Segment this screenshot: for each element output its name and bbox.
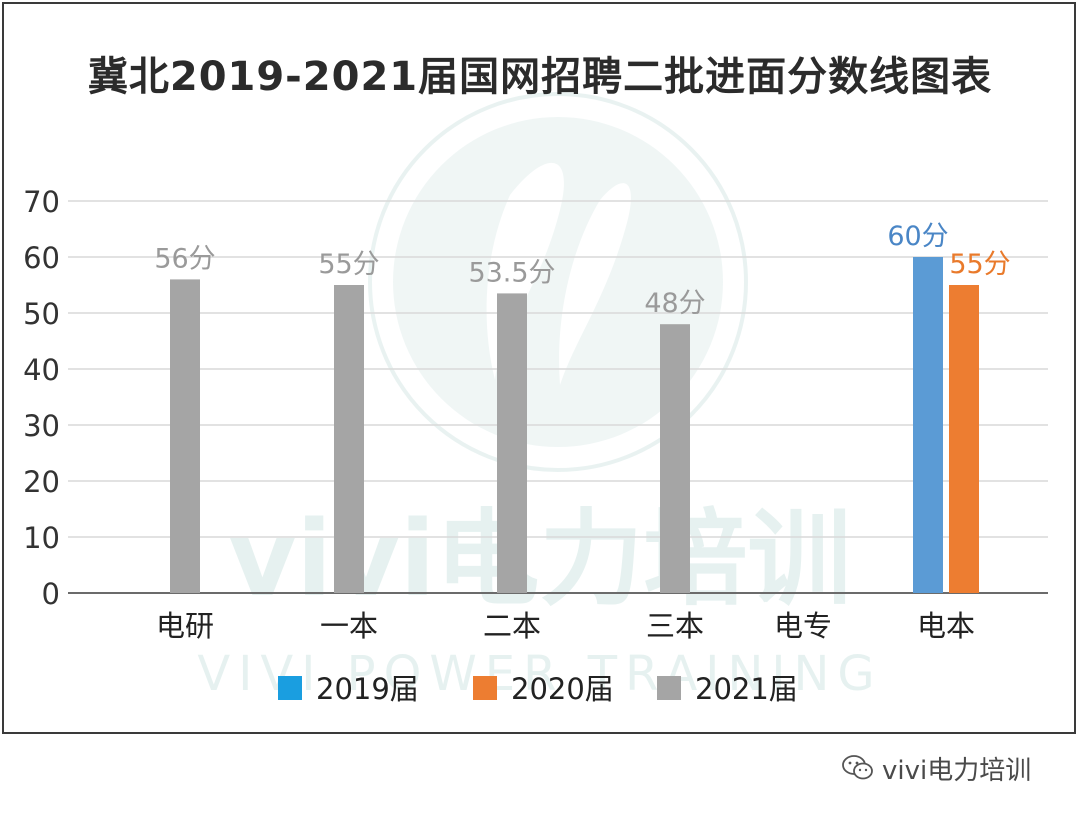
legend-label: 2020届 [511, 672, 614, 706]
x-tick-label: 一本 [320, 609, 378, 643]
bar [334, 285, 364, 593]
y-tick-label: 0 [42, 577, 60, 611]
data-label: 60分 [887, 221, 948, 252]
watermark-logo: vivi电力培训 VIVI POWER TRAINING [197, 92, 882, 702]
bars [170, 257, 979, 593]
x-axis: 电研 一本 二本 三本 电专 电本 [156, 609, 975, 643]
legend-swatch [657, 676, 681, 700]
bar [170, 279, 200, 593]
y-tick-label: 50 [23, 297, 60, 331]
bar [497, 293, 527, 593]
data-label: 53.5分 [468, 257, 555, 288]
legend-label: 2019届 [316, 672, 419, 706]
x-tick-label: 二本 [483, 609, 541, 643]
watermark-disc [393, 117, 723, 447]
data-label: 55分 [949, 249, 1010, 280]
y-axis: 0 10 20 30 40 50 60 70 [23, 185, 60, 611]
x-tick-label: 三本 [646, 609, 704, 643]
chart-title: 冀北2019-2021届国网招聘二批进面分数线图表 [87, 54, 993, 100]
legend-swatch [473, 676, 497, 700]
x-tick-label: 电本 [917, 609, 975, 643]
x-tick-label: 电研 [156, 609, 214, 643]
watermark-flame-right [559, 183, 631, 385]
watermark-ring [368, 92, 748, 472]
y-tick-label: 70 [23, 185, 60, 219]
footer-brand: vivi电力培训 [840, 748, 1031, 788]
grid-lines [68, 200, 1048, 594]
legend-swatch [278, 676, 302, 700]
legend-label: 2021届 [695, 672, 798, 706]
bar [660, 324, 690, 593]
watermark-subtitle-text: VIVI POWER TRAINING [197, 646, 882, 702]
legend: 2019届 2020届 2021届 [278, 672, 798, 706]
data-label: 55分 [318, 249, 379, 280]
y-tick-label: 20 [23, 465, 60, 499]
footer-text: vivi电力培训 [882, 755, 1032, 786]
y-tick-label: 60 [23, 241, 60, 275]
wechat-icon [842, 755, 873, 780]
y-tick-label: 40 [23, 353, 60, 387]
bar [913, 257, 943, 593]
data-label: 48分 [644, 288, 705, 319]
y-tick-label: 30 [23, 409, 60, 443]
x-tick-label: 电专 [774, 609, 832, 643]
watermark-brand-text: vivi电力培训 [229, 498, 852, 620]
bar [949, 285, 979, 593]
data-label: 56分 [154, 243, 215, 274]
y-tick-label: 10 [23, 521, 60, 555]
